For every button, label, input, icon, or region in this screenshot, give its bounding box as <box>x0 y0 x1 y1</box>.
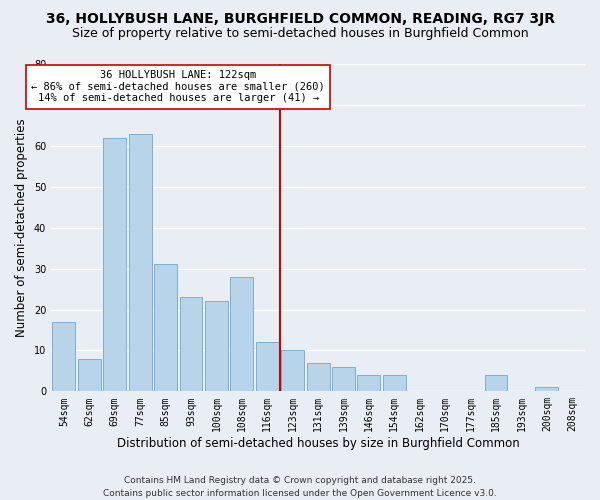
X-axis label: Distribution of semi-detached houses by size in Burghfield Common: Distribution of semi-detached houses by … <box>117 437 520 450</box>
Bar <box>128 134 152 392</box>
Bar <box>383 375 406 392</box>
Y-axis label: Number of semi-detached properties: Number of semi-detached properties <box>16 118 28 337</box>
Bar <box>154 264 177 392</box>
Bar <box>307 362 329 392</box>
Bar <box>256 342 278 392</box>
Bar <box>103 138 126 392</box>
Bar <box>535 387 559 392</box>
Text: 36, HOLLYBUSH LANE, BURGHFIELD COMMON, READING, RG7 3JR: 36, HOLLYBUSH LANE, BURGHFIELD COMMON, R… <box>46 12 554 26</box>
Bar <box>485 375 508 392</box>
Bar <box>52 322 76 392</box>
Bar <box>205 302 228 392</box>
Bar <box>332 367 355 392</box>
Text: Contains HM Land Registry data © Crown copyright and database right 2025.
Contai: Contains HM Land Registry data © Crown c… <box>103 476 497 498</box>
Bar <box>78 358 101 392</box>
Text: 36 HOLLYBUSH LANE: 122sqm
← 86% of semi-detached houses are smaller (260)
14% of: 36 HOLLYBUSH LANE: 122sqm ← 86% of semi-… <box>31 70 325 103</box>
Bar <box>281 350 304 392</box>
Text: Size of property relative to semi-detached houses in Burghfield Common: Size of property relative to semi-detach… <box>71 28 529 40</box>
Bar <box>230 277 253 392</box>
Bar <box>358 375 380 392</box>
Bar <box>179 297 202 392</box>
